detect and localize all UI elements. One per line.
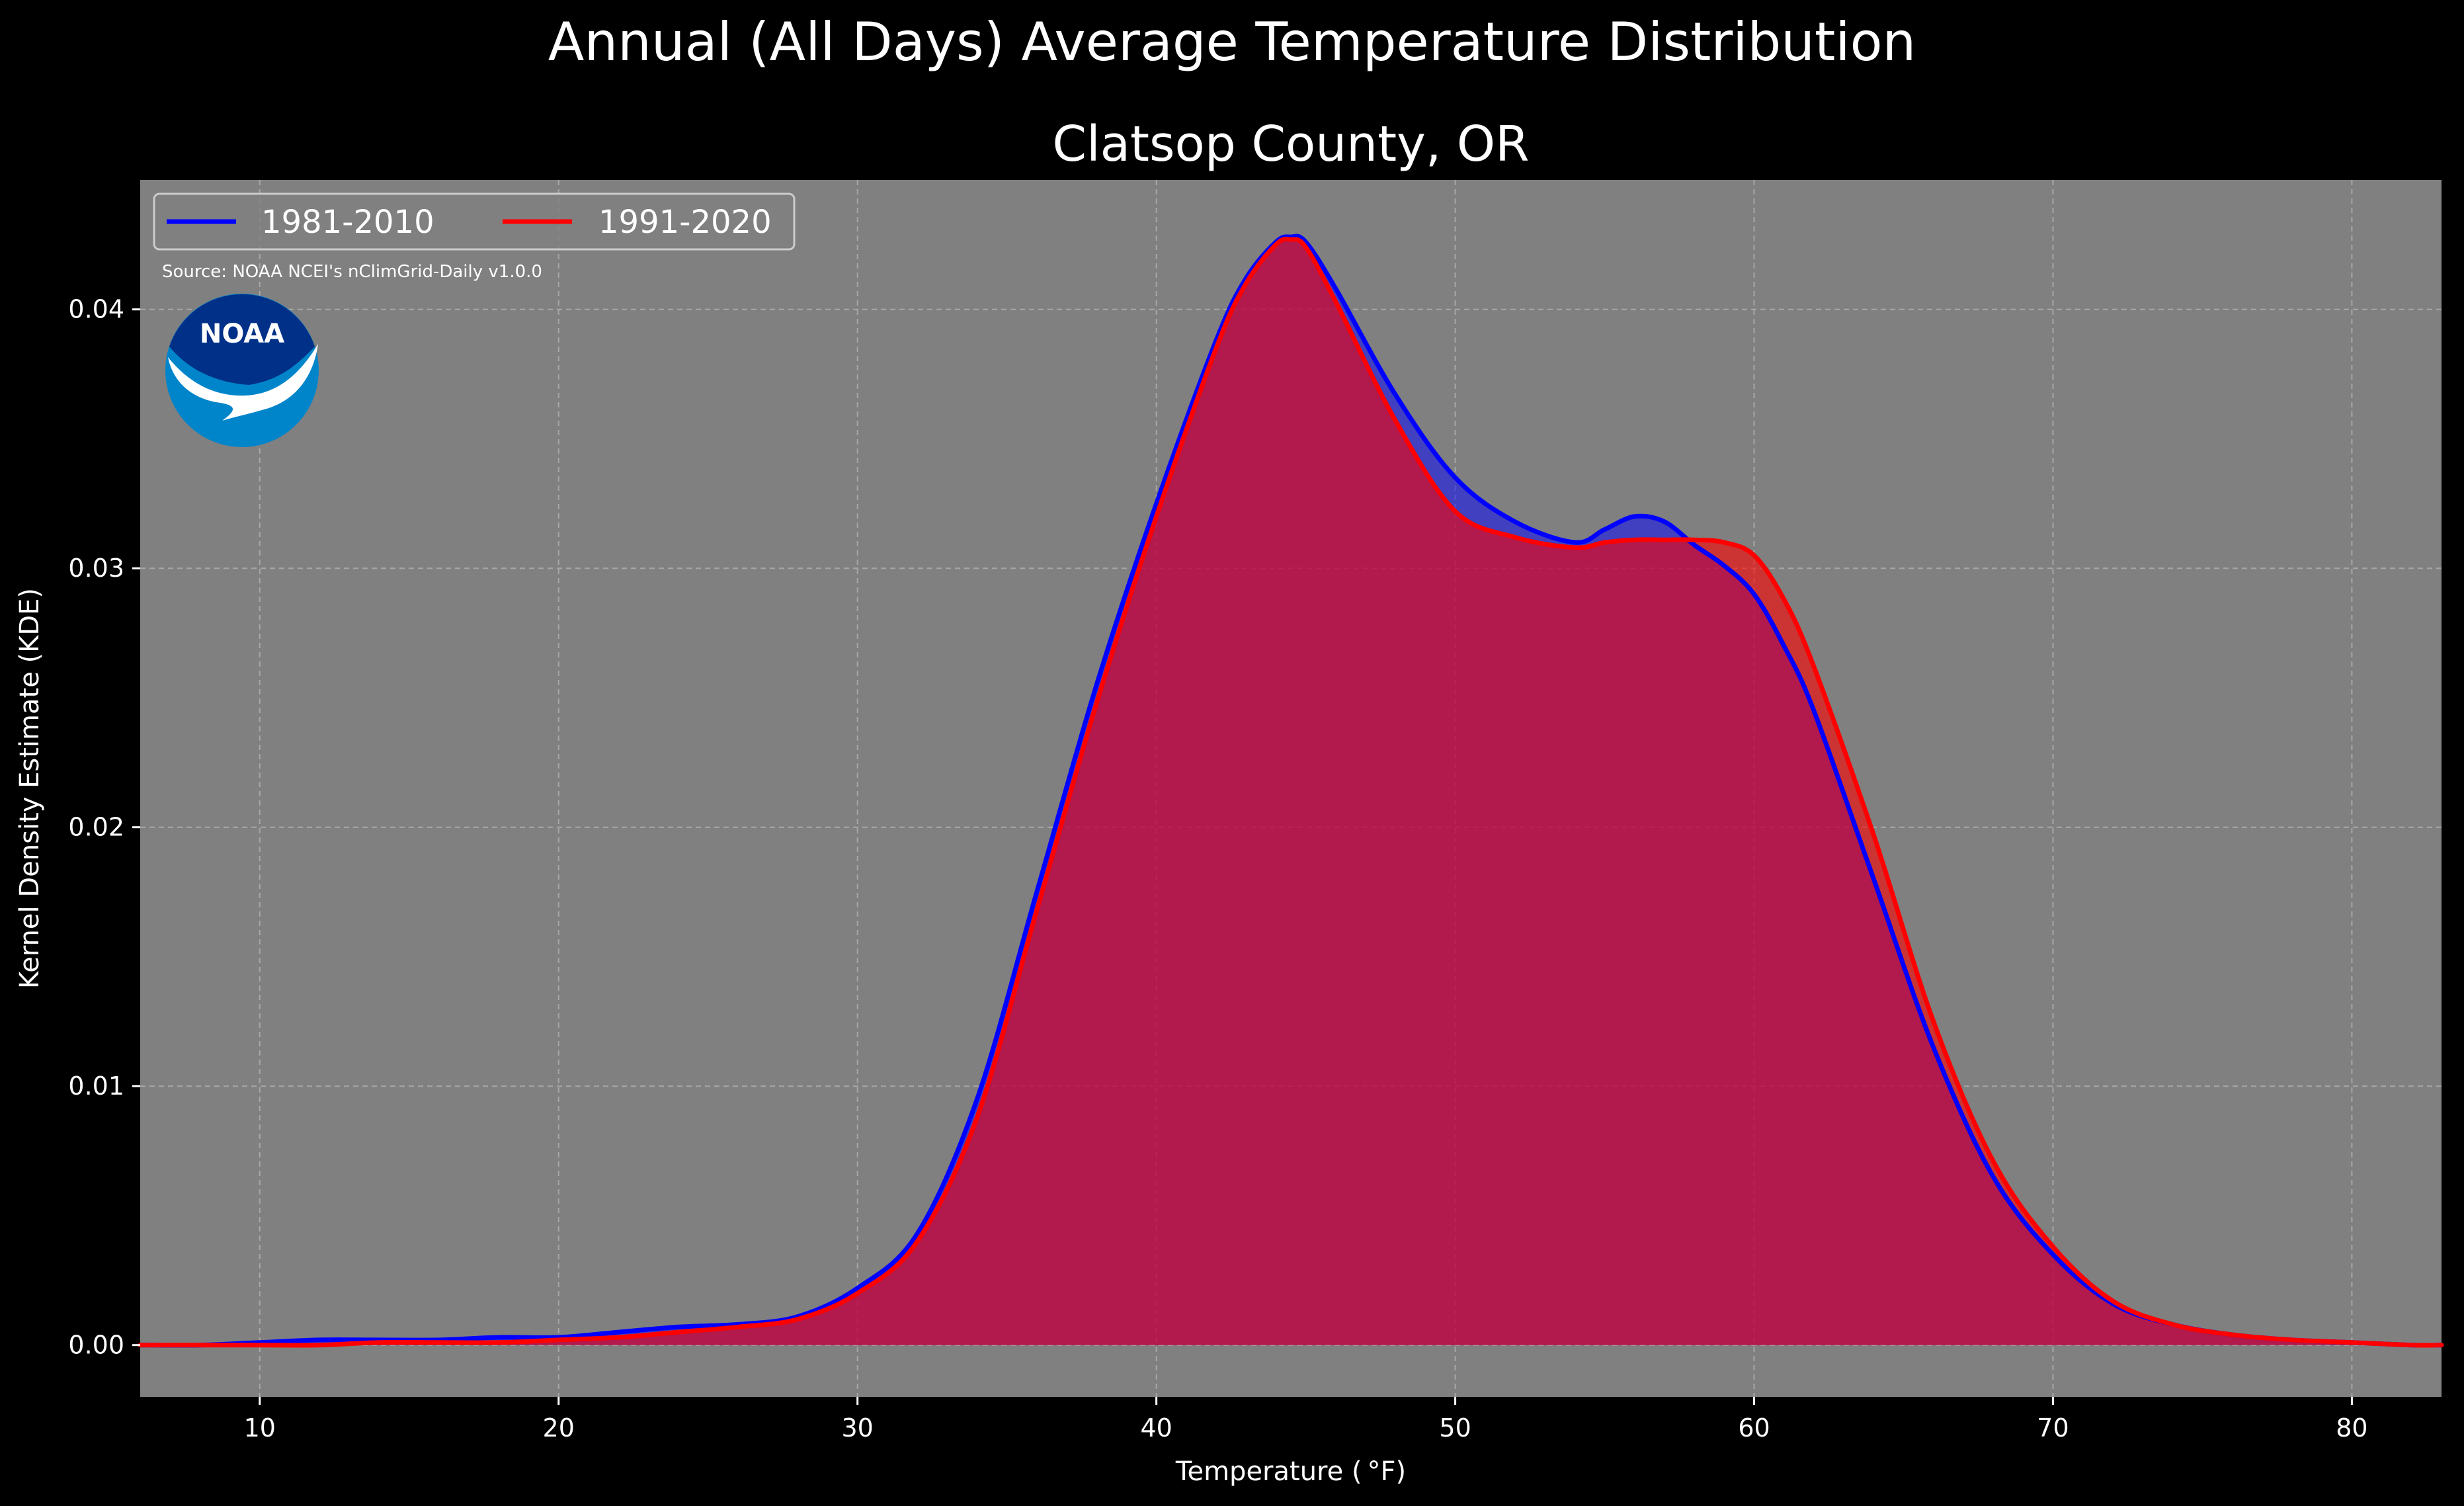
x-tick-label: 40 [1140,1413,1172,1443]
series-line-1991-2020 [138,236,2444,1348]
series-line-1981-2010 [138,233,2444,1348]
noaa-logo: NOAA [165,294,319,447]
series-lines [138,233,2444,1348]
legend-frame [153,192,796,251]
y-tick-label: 0.00 [68,1331,124,1360]
x-tick-label: 10 [244,1413,276,1443]
y-tick-label: 0.03 [68,554,124,583]
x-tick-label: 50 [1439,1413,1471,1443]
y-tick-label: 0.04 [68,295,124,324]
x-tick-label: 80 [2336,1413,2367,1443]
logo-bird-icon [168,344,318,421]
y-tick-label: 0.01 [68,1071,124,1101]
figure-suptitle: Annual (All Days) Average Temperature Di… [548,11,1916,73]
logo-text: NOAA [200,319,284,349]
legend: 1981-2010 1991-2020 [153,192,796,251]
x-tick-label: 60 [1738,1413,1770,1443]
legend-label-1991-2020: 1991-2020 [598,204,772,241]
chart-title: Clatsop County, OR [1052,116,1529,173]
x-axis-label: Temperature ( °F) [1175,1456,1406,1487]
area-fills [140,236,2442,1346]
y-axis-label: Kernel Density Estimate (KDE) [15,588,45,989]
area-fill-1991-2020 [140,239,2442,1346]
x-tick-label: 20 [543,1413,575,1443]
axes: 10 20 30 40 50 60 70 80 0.00 0.01 0.02 0.03 0.04 [68,295,2367,1443]
x-tick-label: 70 [2037,1413,2069,1443]
y-tick-label: 0.02 [68,813,124,842]
logo-top-half [169,294,315,385]
legend-label-1981-2010: 1981-2010 [261,204,434,241]
source-note: Source: NOAA NCEI's nClimGrid-Daily v1.0… [162,262,542,282]
x-tick-label: 30 [841,1413,873,1443]
